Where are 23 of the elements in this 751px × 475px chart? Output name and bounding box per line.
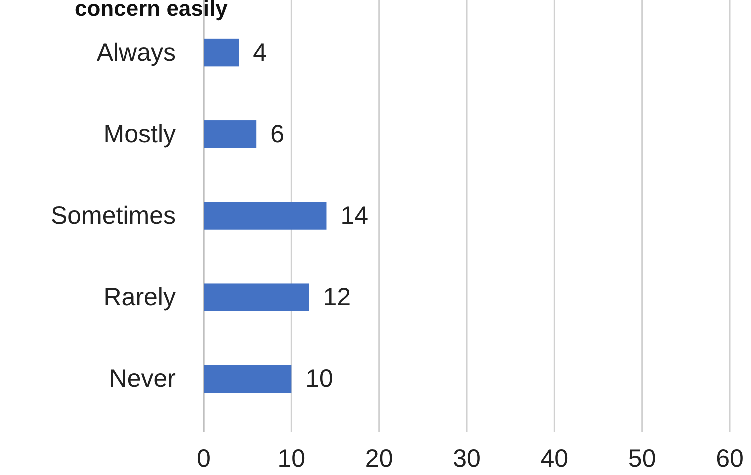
y-tick-label: Rarely	[104, 284, 176, 312]
x-tick-label: 10	[278, 445, 306, 473]
x-tick-label: 20	[365, 445, 394, 473]
x-tick-label: 50	[628, 445, 656, 473]
data-label: 4	[253, 38, 268, 67]
y-tick-label: Sometimes	[50, 202, 176, 230]
x-tick-label: 40	[540, 445, 569, 473]
bar	[204, 120, 257, 148]
bar	[204, 38, 240, 67]
chart-title: concern easily	[75, 0, 229, 21]
y-tick-label: Never	[109, 365, 176, 394]
x-tick-label: 0	[197, 445, 211, 473]
bar	[204, 365, 292, 394]
bar	[204, 284, 310, 312]
x-tick-label: 60	[716, 445, 744, 473]
data-label: 14	[340, 202, 369, 230]
data-label: 12	[323, 284, 352, 312]
data-label: 6	[270, 120, 285, 148]
bar	[204, 202, 327, 230]
x-tick-label: 30	[453, 445, 481, 473]
y-tick-label: Always	[96, 38, 176, 67]
y-tick-label: Mostly	[104, 120, 176, 148]
data-label: 10	[306, 365, 334, 394]
